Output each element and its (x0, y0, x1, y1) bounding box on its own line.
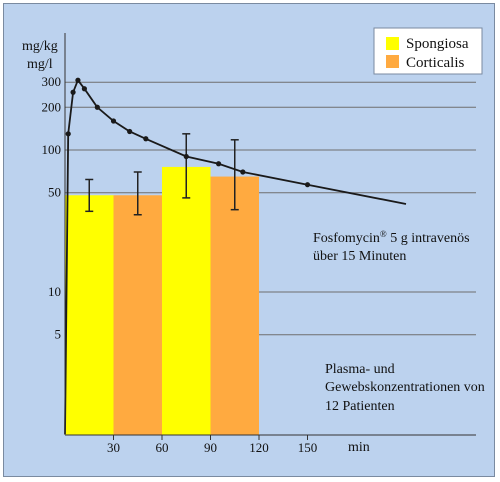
plasma-point (143, 136, 149, 142)
x-tick-label-150: 150 (298, 440, 318, 455)
y-tick-label-50: 50 (48, 185, 61, 200)
plasma-point (215, 161, 222, 167)
bars (65, 166, 259, 436)
bar-corticalis-60 (113, 195, 162, 435)
legend-swatch-corticalis (386, 55, 399, 68)
tick-labels: 5 10 50 100 200 300 30 60 90 120 150 (42, 74, 318, 455)
plasma-point (94, 104, 100, 110)
error-bar-corticalis-60 (133, 171, 142, 216)
error-bar-corticalis-120 (230, 139, 239, 211)
plasma-point (183, 153, 189, 160)
bar-spongiosa-30 (65, 195, 114, 435)
plasma-curve (64, 77, 407, 435)
legend-label-corticalis: Corticalis (406, 55, 464, 71)
plasma-point (75, 77, 81, 83)
plasma-point (70, 89, 76, 95)
y-tick-label-100: 100 (42, 142, 62, 157)
x-tick-label-30: 30 (107, 440, 120, 455)
legend-label-spongiosa: Spongiosa (406, 36, 469, 52)
y-tick-label-200: 200 (42, 99, 62, 114)
y-axis-label-top: mg/kg (22, 39, 58, 54)
error-bars (85, 133, 239, 216)
x-tick-label-60: 60 (156, 440, 169, 455)
bar-spongiosa-90 (162, 166, 211, 435)
y-tick-label-5: 5 (55, 327, 62, 342)
annotation-study-line3: 12 Patienten (325, 399, 395, 414)
error-bar-spongiosa-90 (182, 133, 191, 199)
annotation-dose-line2: über 15 Minuten (313, 249, 406, 264)
plasma-point (65, 131, 71, 137)
plasma-point (304, 182, 311, 188)
y-axis-label-bottom: mg/l (27, 57, 53, 72)
plasma-point (81, 86, 87, 92)
x-tick-label-90: 90 (204, 440, 217, 455)
bar-corticalis-120 (210, 176, 259, 436)
axes (64, 33, 476, 436)
annotation-dose-line1: Fosfomycin® 5 g intravenös (313, 229, 470, 246)
annotation-study-line1: Plasma- und (325, 362, 395, 377)
plasma-point (127, 128, 133, 135)
legend: Spongiosa Corticalis (373, 27, 483, 75)
plasma-point (240, 169, 246, 175)
y-tick-label-10: 10 (48, 284, 61, 299)
annotation-study-line2: Gewebskonzentrationen von (325, 380, 485, 395)
error-bar-spongiosa-30 (85, 178, 94, 213)
x-tick-label-120: 120 (249, 440, 269, 455)
y-tick-label-300: 300 (42, 74, 62, 89)
plasma-point (110, 118, 117, 124)
legend-swatch-spongiosa (386, 37, 399, 50)
x-axis-label: min (348, 440, 370, 455)
